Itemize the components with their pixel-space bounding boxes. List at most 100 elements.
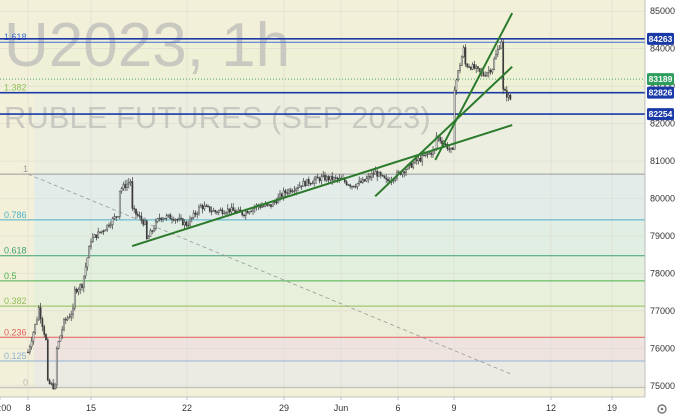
candle-body-105: [216, 211, 218, 213]
candle-body-253: [482, 72, 485, 76]
fib-band-1.382: [34, 42, 645, 93]
candle-body-183: [356, 183, 359, 188]
candle-body-38: [95, 234, 98, 239]
candle-body-221: [424, 153, 427, 156]
candle-body-136: [271, 201, 274, 207]
candle-body-184: [358, 180, 361, 184]
candle-body-261: [496, 49, 499, 55]
candle-body-23: [68, 316, 71, 319]
candle-body-57: [129, 181, 132, 184]
last-price-badge-bg: [647, 73, 674, 86]
settings-icon[interactable]: [657, 404, 667, 414]
candle-body-95: [198, 206, 200, 214]
candle-body-229: [439, 137, 442, 142]
candle-body-263: [500, 41, 503, 49]
diagonal-dashed-line: [27, 173, 513, 375]
candle-body-194: [376, 170, 379, 177]
x-tick-8: 8: [25, 403, 30, 413]
fib-band-0: [34, 360, 645, 388]
x-tick-21:00: 21:00: [0, 403, 11, 413]
candle-body-131: [262, 205, 265, 208]
candle-body-122: [246, 211, 249, 214]
candle-body-162: [318, 177, 321, 182]
x-tick-Jun: Jun: [334, 403, 349, 413]
candle-body-210: [405, 169, 407, 174]
candle-body-157: [309, 183, 312, 185]
candle-body-108: [221, 209, 224, 214]
candle-body-191: [370, 173, 373, 178]
x-tick-22: 22: [182, 403, 192, 413]
candle-body-243: [464, 47, 467, 65]
y-axis-area: [645, 0, 680, 418]
candle-body-88: [185, 221, 188, 226]
candle-body-143: [284, 190, 287, 193]
fib-lines: 0 0.125 0.236 0.382 0.5 0.618 0.786 1 1.382 1.618: [0, 32, 645, 389]
candle-body-185: [360, 180, 362, 183]
candle-body-186: [361, 179, 364, 183]
trend-line-1: [131, 124, 513, 248]
candle-body-60: [135, 208, 137, 215]
candle-body-167: [327, 176, 330, 181]
gear-icon-ring: [657, 404, 667, 414]
x-tick-9: 9: [451, 403, 456, 413]
candle-body-40: [99, 231, 101, 233]
candle-body-99: [205, 205, 208, 207]
candle-body-91: [190, 217, 193, 220]
horizontal-levels: [0, 38, 645, 115]
candle-body-59: [133, 208, 136, 210]
candle-body-223: [428, 152, 431, 155]
candle-body-170: [333, 177, 335, 181]
candle-body-148: [293, 190, 296, 192]
candle-body-260: [495, 53, 497, 60]
fib-band-0.236: [34, 306, 645, 338]
y-tick-80000: 80000: [650, 194, 675, 204]
candle-body-235: [450, 147, 452, 150]
fib-band-1: [34, 92, 645, 175]
candle-body-168: [329, 175, 332, 181]
y-tick-79000: 79000: [650, 231, 675, 241]
candle-body-33: [86, 257, 89, 268]
candle-body-48: [113, 216, 116, 219]
candle-body-29: [79, 284, 82, 290]
watermark-line2: RUBLE FUTURES (SEP 2023): [4, 100, 431, 135]
x-tick-15: 15: [86, 403, 96, 413]
candle-body-242: [462, 47, 465, 58]
diagonal-dashed: [27, 173, 513, 375]
candle-body-47: [111, 218, 114, 226]
candle-body-84: [178, 217, 181, 220]
level-badge-82254: 82254: [649, 109, 673, 119]
candle-body-80: [171, 218, 173, 220]
candle-body-104: [214, 210, 217, 213]
trend-lines: [131, 12, 514, 248]
candle-body-135: [270, 204, 272, 207]
candle-body-262: [498, 47, 501, 50]
candle-body-134: [268, 204, 271, 206]
candle-body-17: [57, 341, 60, 349]
watermark-line1: U2023, 1h: [4, 11, 290, 80]
candle-body-265: [504, 89, 506, 91]
candle-body-141: [280, 193, 283, 197]
candle-body-232: [444, 143, 447, 145]
candle-body-11: [46, 339, 49, 381]
candle-body-82: [174, 219, 177, 221]
level-badge-82254-bg: [647, 108, 674, 121]
candle-body-142: [282, 190, 285, 197]
candle-body-259: [493, 58, 496, 70]
candle-body-19: [61, 329, 64, 337]
candle-body-264: [502, 41, 505, 90]
candle-body-171: [334, 177, 337, 179]
candle-body-43: [104, 229, 107, 232]
candle-body-62: [138, 215, 141, 217]
candle-body-77: [165, 215, 168, 219]
candle-body-109: [223, 213, 226, 215]
level-badge-82826-bg: [647, 86, 674, 99]
candle-body-152: [300, 185, 303, 187]
candle-body-254: [484, 75, 487, 77]
candle-body-181: [352, 185, 355, 188]
x-tick-29: 29: [279, 403, 289, 413]
candle-body-78: [167, 214, 170, 217]
candle-body-106: [217, 210, 220, 213]
price-badges: 84263 82826 82254 83189: [647, 32, 674, 121]
candle-body-246: [469, 66, 472, 70]
